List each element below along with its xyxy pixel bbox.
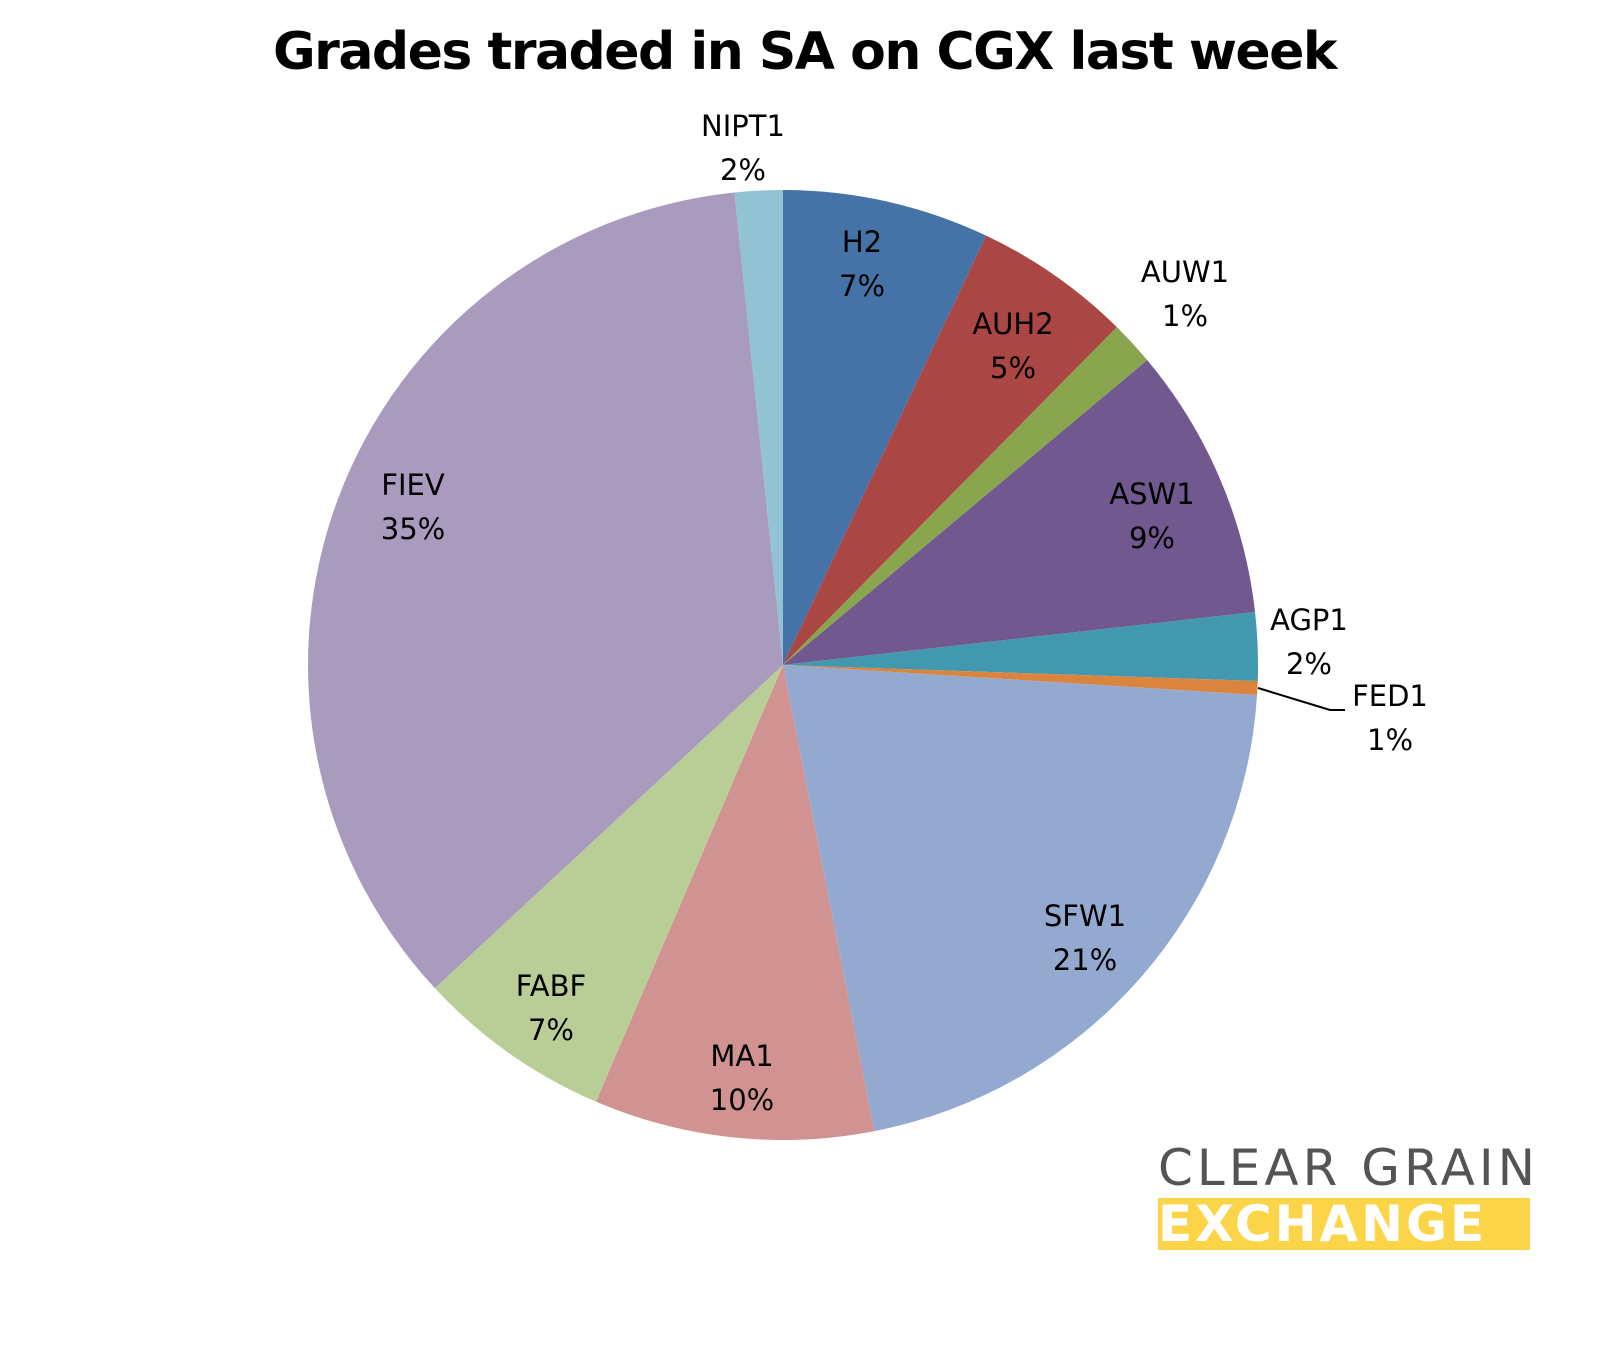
slice-auh2 (783, 235, 1117, 666)
label-fabf: FABF 7% (515, 969, 587, 1047)
label-nipt1: NIPT1 2% (701, 109, 785, 187)
slice-sfw1 (783, 665, 1258, 1132)
slice-ma1 (596, 665, 875, 1140)
label-asw1: ASW1 9% (1109, 477, 1195, 555)
label-fed1: FED1 1% (1352, 679, 1428, 757)
label-fiev: FIEV 35% (380, 468, 446, 546)
label-sfw1: SFW1 21% (1043, 899, 1127, 977)
label-auw1: AUW1 1% (1140, 255, 1230, 333)
logo-line2: EXCHANGE (1158, 1198, 1530, 1250)
fed1-leader-line (1257, 687, 1345, 711)
logo-line1: CLEAR GRAIN (1158, 1139, 1540, 1197)
slice-fed1 (783, 665, 1258, 695)
label-auh2: AUH2 5% (972, 307, 1054, 385)
label-agp1: AGP1 2% (1270, 603, 1348, 681)
slice-agp1 (783, 611, 1258, 681)
label-h2: H2 7% (838, 225, 886, 303)
slice-fiev (308, 192, 783, 989)
slice-h2 (783, 190, 987, 665)
chart-title: Grades traded in SA on CGX last week (273, 22, 1337, 82)
slice-auw1 (783, 327, 1148, 665)
label-ma1: MA1 10% (709, 1039, 775, 1117)
slice-fabf (434, 665, 783, 1102)
cgx-logo: CLEAR GRAIN EXCHANGE (1158, 1140, 1539, 1250)
slice-asw1 (783, 360, 1256, 665)
slice-nipt1 (734, 190, 783, 665)
